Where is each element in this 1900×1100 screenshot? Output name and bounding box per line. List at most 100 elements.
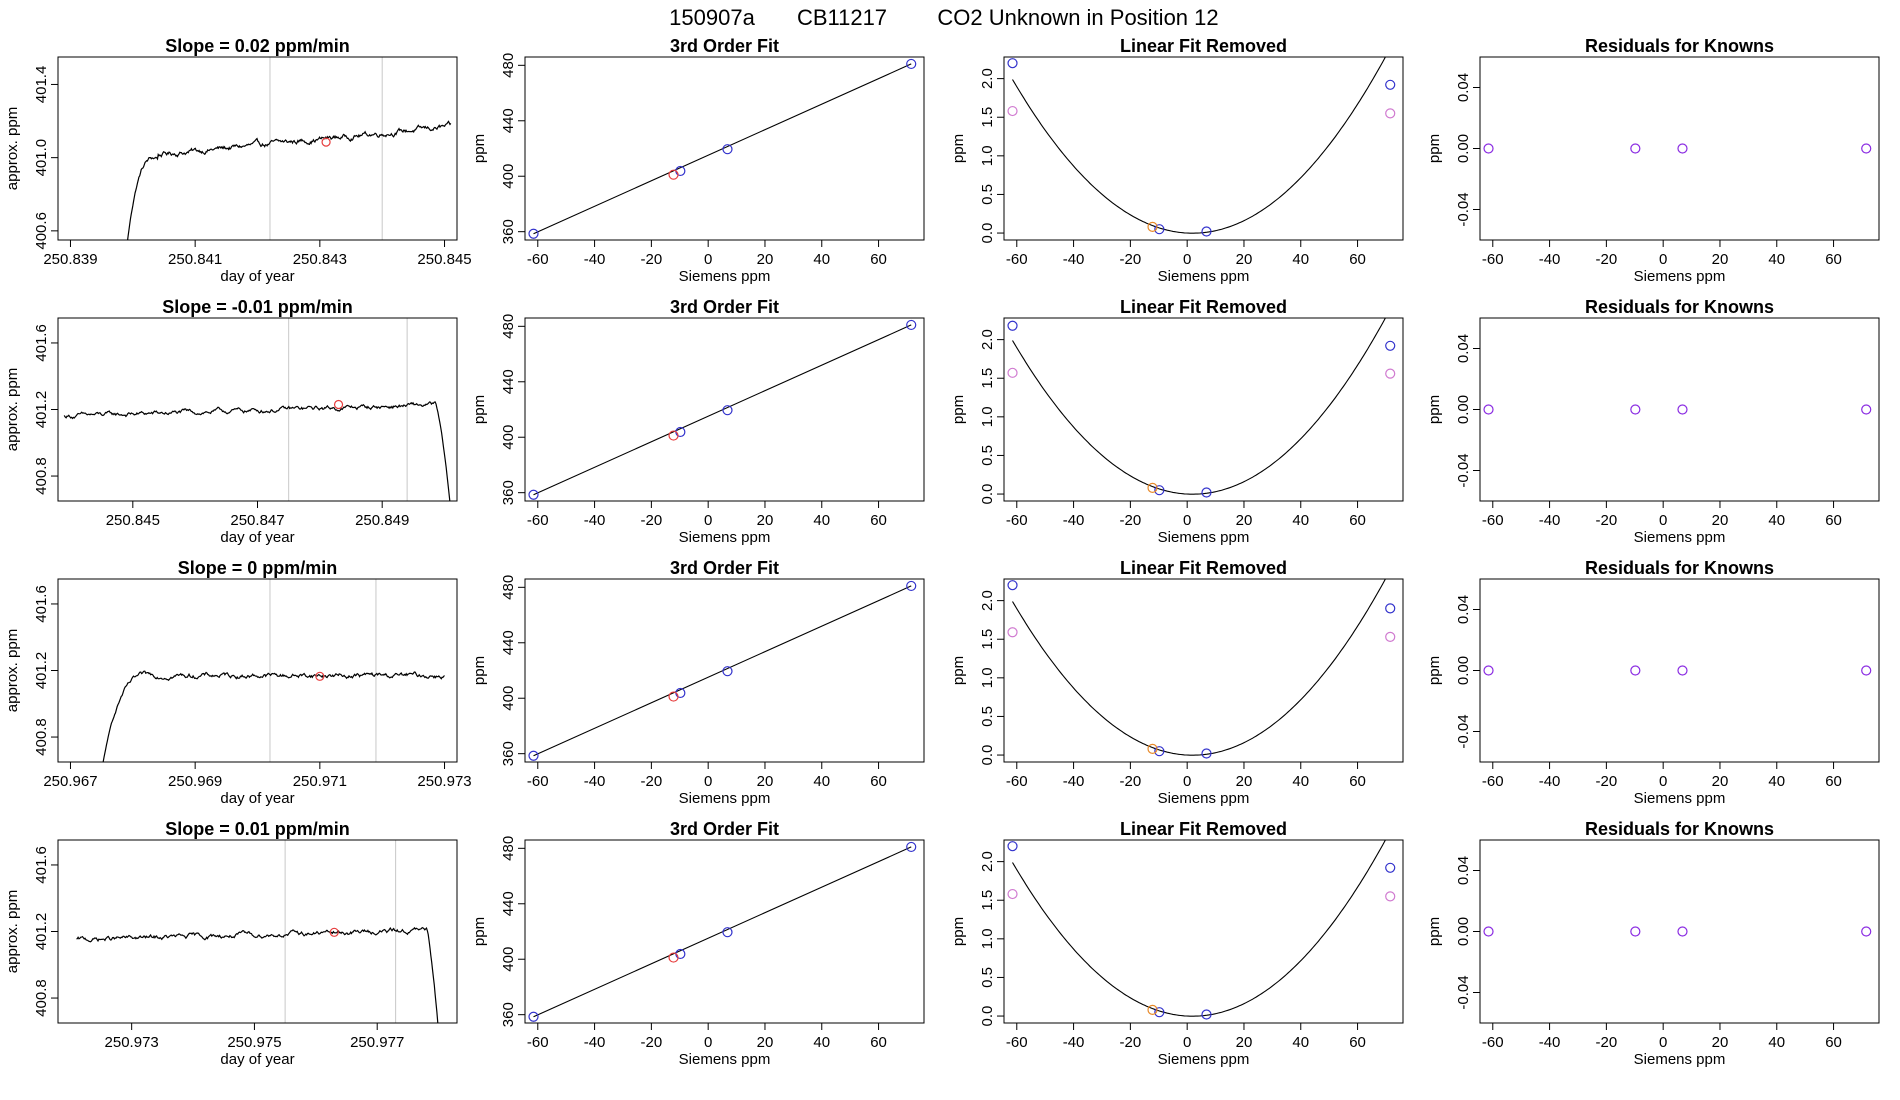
y-tick-label: 401.6 <box>33 585 50 623</box>
plot-area <box>1483 665 1872 676</box>
concentration-trace <box>76 926 439 1023</box>
x-tick-label: 40 <box>1768 251 1785 268</box>
standard-point <box>1201 487 1212 498</box>
x-axis-label: Siemens ppm <box>679 1051 771 1068</box>
plot-area <box>528 319 917 500</box>
y-axis-label: approx. ppm <box>4 368 21 451</box>
x-tick-label: 250.973 <box>105 1034 159 1051</box>
y-tick-label: 400 <box>500 164 517 189</box>
y-tick-label: 360 <box>500 1002 517 1027</box>
x-tick-label: 60 <box>1349 251 1366 268</box>
x-tick-label: -20 <box>1596 1034 1618 1051</box>
x-tick-label: 250.975 <box>227 1034 281 1051</box>
x-tick-label: -20 <box>1596 512 1618 529</box>
y-axis-label: ppm <box>471 395 488 424</box>
x-tick-label: 40 <box>1292 1034 1309 1051</box>
y-tick-label: 1.0 <box>979 928 996 949</box>
standard-point <box>1007 580 1018 591</box>
figure-title-tank-id: CB11217 <box>797 5 887 30</box>
panel-title: Linear Fit Removed <box>1120 819 1287 839</box>
panel-r2-c0: 250.967 250.969 250.971 250.973 400.8 401.2 40… <box>4 558 472 807</box>
y-tick-label: 440 <box>500 891 517 916</box>
x-tick-label: 60 <box>870 773 887 790</box>
unknown-point <box>1147 1004 1158 1015</box>
x-tick-label: -40 <box>584 251 606 268</box>
x-tick-label: 40 <box>1768 773 1785 790</box>
concentration-trace <box>63 401 451 501</box>
y-tick-label: -0.04 <box>1455 975 1472 1009</box>
y-tick-label: 401.2 <box>33 652 50 690</box>
x-tick-label: 40 <box>1292 773 1309 790</box>
y-tick-label: 0.00 <box>1455 917 1472 946</box>
y-tick-label: 2.0 <box>979 590 996 611</box>
x-axis-label: Siemens ppm <box>1634 268 1726 285</box>
x-tick-label: -20 <box>641 1034 663 1051</box>
x-tick-label: 250.847 <box>230 512 284 529</box>
y-axis-label: ppm <box>471 917 488 946</box>
plot-area <box>63 318 451 501</box>
standard-point <box>1007 841 1018 852</box>
panel-title: Linear Fit Removed <box>1120 297 1287 317</box>
x-tick-label: -60 <box>527 512 549 529</box>
x-axis-label: Siemens ppm <box>1158 268 1250 285</box>
panel-r0-c0: 250.839 250.841 250.843 250.845 400.6 401.0 40… <box>4 36 472 285</box>
residual-point <box>1677 404 1688 415</box>
y-axis-label: ppm <box>1426 134 1443 163</box>
plot-frame <box>1479 578 1880 763</box>
unknown-point <box>668 430 679 441</box>
residual-point <box>1630 143 1641 154</box>
residual-point <box>1861 143 1872 154</box>
plot-frame <box>524 578 925 763</box>
plot-frame <box>1479 56 1880 241</box>
y-tick-label: 360 <box>500 219 517 244</box>
y-axis-label: approx. ppm <box>4 890 21 973</box>
x-tick-label: 60 <box>1825 1034 1842 1051</box>
x-tick-label: -60 <box>1006 512 1028 529</box>
plot-area <box>1483 926 1872 937</box>
x-tick-label: 20 <box>1236 251 1253 268</box>
mean-marker <box>333 399 344 410</box>
panel-r0-c2: -60 -40 -20 0 20 40 60 0.0 0.5 1.0 1.5 2.0 Linear Fi… <box>950 36 1404 285</box>
unknown-point <box>1147 743 1158 754</box>
panel-r1-c3: -60 -40 -20 0 20 40 60 -0.04 0.00 0.04 Residuals f… <box>1426 297 1880 546</box>
standard-point <box>1201 1009 1212 1020</box>
x-axis-label: day of year <box>220 529 294 546</box>
raw-point <box>1385 108 1396 119</box>
y-axis-label: ppm <box>471 134 488 163</box>
y-tick-label: 400.8 <box>33 457 50 495</box>
panel-title: 3rd Order Fit <box>670 558 779 578</box>
x-tick-label: -60 <box>527 251 549 268</box>
mean-marker <box>329 927 339 937</box>
x-tick-label: -60 <box>1006 251 1028 268</box>
standard-point <box>1201 226 1212 237</box>
x-tick-label: 250.845 <box>106 512 160 529</box>
y-tick-label: 440 <box>500 108 517 133</box>
residual-point <box>1483 404 1494 415</box>
x-tick-label: 40 <box>1292 251 1309 268</box>
standard-point <box>722 405 733 416</box>
x-tick-label: 40 <box>813 251 830 268</box>
x-tick-label: 20 <box>1712 773 1729 790</box>
y-axis-label: ppm <box>950 656 967 685</box>
y-tick-label: 480 <box>500 836 517 861</box>
residual-point <box>1483 926 1494 937</box>
y-tick-label: 0.0 <box>979 223 996 244</box>
y-axis-label: ppm <box>1426 656 1443 685</box>
x-axis-label: Siemens ppm <box>679 529 771 546</box>
x-axis-label: Siemens ppm <box>1158 1051 1250 1068</box>
panel-title: Residuals for Knowns <box>1585 36 1774 56</box>
y-tick-label: 0.0 <box>979 745 996 766</box>
x-tick-label: 250.841 <box>168 251 222 268</box>
standard-point <box>722 666 733 677</box>
x-tick-label: 60 <box>1349 512 1366 529</box>
panel-title: Slope = 0.02 ppm/min <box>165 36 350 56</box>
standard-point <box>1007 58 1018 69</box>
raw-point <box>1007 105 1018 117</box>
x-tick-label: -60 <box>1006 773 1028 790</box>
fit-curve <box>1012 57 1387 234</box>
x-tick-label: 250.845 <box>417 251 471 268</box>
standard-point <box>1154 224 1165 235</box>
y-tick-label: 0.04 <box>1455 856 1472 885</box>
y-tick-label: 440 <box>500 369 517 394</box>
